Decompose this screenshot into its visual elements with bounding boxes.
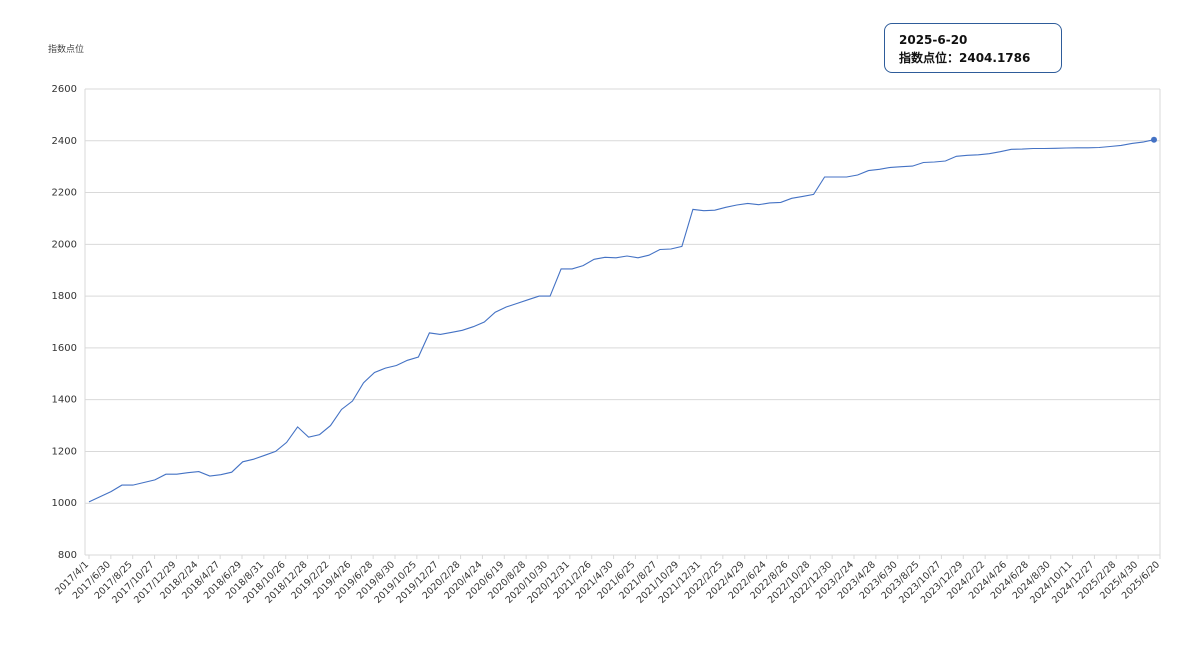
y-tick-label: 1400 [52,395,77,406]
y-tick-label: 1000 [52,498,77,509]
y-tick-label: 1200 [52,446,77,457]
series-line [88,139,1155,503]
highlight-point [1151,136,1157,143]
y-tick-label: 2000 [52,239,77,250]
tooltip-date: 2025-6-20 [899,33,968,47]
y-tick-label: 1600 [52,343,77,354]
tooltip: 2025-6-20 指数点位：2404.1786 [884,23,1062,73]
y-tick-label: 2400 [52,136,77,147]
y-axis-title: 指数点位 [48,45,85,55]
y-tick-label: 800 [58,550,77,561]
y-tick-label: 2200 [52,188,77,199]
y-tick-label: 2600 [52,84,77,95]
tooltip-value: 指数点位：2404.1786 [899,51,1031,65]
y-tick-label: 1800 [52,291,77,302]
